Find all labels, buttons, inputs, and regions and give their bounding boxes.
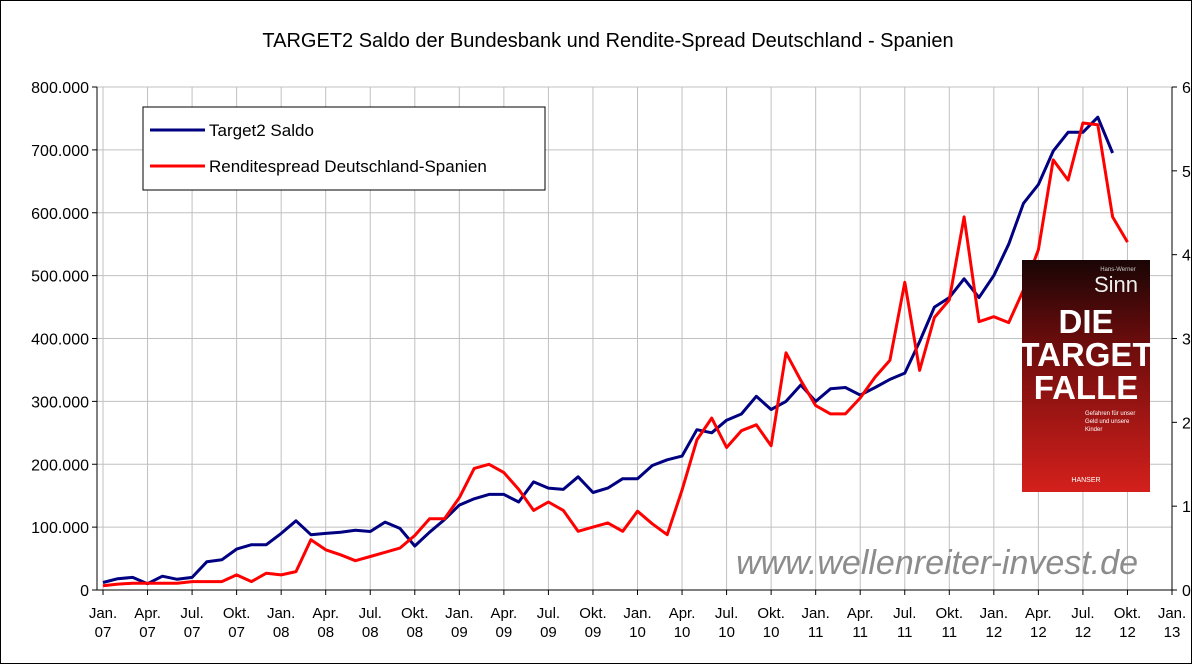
y-tick-label: 0 xyxy=(80,583,89,600)
x-tick-label: Okt. 12 xyxy=(1113,605,1142,641)
x-tick-label: Jul. 12 xyxy=(1071,605,1095,641)
x-tick-label: Jan. 13 xyxy=(1157,605,1187,641)
x-tick-label: Jul. 10 xyxy=(714,605,739,641)
x-tick-label: Apr. 09 xyxy=(490,605,518,641)
book-subtitle: Gefahren für unser Geld und unsere Kinde… xyxy=(1085,411,1136,433)
y2-tick-label: 4 xyxy=(1182,248,1191,265)
marks xyxy=(102,115,1129,588)
book-author: Sinn xyxy=(1094,272,1138,297)
chart-title: TARGET2 Saldo der Bundesbank und Rendite… xyxy=(262,30,953,52)
y-tick-label: 700.000 xyxy=(31,143,89,160)
book-publisher: HANSER xyxy=(1071,477,1100,484)
axes: 0 100.000 200.000 300.000 400.000 500.000 600.… xyxy=(31,80,1191,600)
series-line xyxy=(102,115,1114,586)
legend-entries: Target2 Saldo Renditespread Deutschland-S… xyxy=(150,121,487,176)
x-tick-label: Jul. 09 xyxy=(536,605,561,641)
book-subtitle-box: Gefahren für unser Geld und unsere Kinde… xyxy=(1085,411,1136,433)
x-tick-label: Apr. 07 xyxy=(134,605,161,641)
x-tick-label: Okt. 08 xyxy=(401,605,429,641)
x-tick-label: Jan. 10 xyxy=(623,605,652,641)
y2-tick-label: 2 xyxy=(1182,415,1191,432)
x-tick-label: Okt. 07 xyxy=(222,605,251,641)
x-tick-label: Jan. 08 xyxy=(266,605,296,641)
x-tick-label: Jan. 07 xyxy=(88,605,118,641)
y2-tick-label: 5 xyxy=(1182,164,1191,181)
book-title: TARGET xyxy=(1019,336,1152,373)
book-cover: Hans-Werner Sinn DIE TARGET FALLE Gefahr… xyxy=(1019,260,1153,492)
x-tick-label: Jul. 11 xyxy=(893,605,917,641)
y2-tick-label: 6 xyxy=(1182,80,1191,97)
watermark: www.wellenreiter-invest.de xyxy=(736,544,1138,582)
x-tick-label: Apr. 10 xyxy=(668,605,696,641)
x-tick-label: Okt. 10 xyxy=(757,605,785,641)
y-tick-label: 500.000 xyxy=(31,269,89,286)
x-tick-label: Okt. 11 xyxy=(935,605,964,641)
x-tick-label: Jan. 11 xyxy=(801,605,830,641)
x-tick-label: Apr. 11 xyxy=(846,605,874,641)
legend-label: Renditespread Deutschland-Spanien xyxy=(209,157,487,176)
y-tick-label: 300.000 xyxy=(31,394,89,411)
book-author-small: Hans-Werner xyxy=(1100,267,1136,273)
x-tick-label: Jul. 07 xyxy=(180,605,204,641)
legend xyxy=(142,106,546,191)
series-line xyxy=(102,121,1129,588)
x-tick-label: Okt. 09 xyxy=(579,605,607,641)
x-tick-label: Jul. 08 xyxy=(358,605,382,641)
x-tick-label: Apr. 12 xyxy=(1025,605,1052,641)
y-tick-label: 400.000 xyxy=(31,332,89,349)
legend-label: Target2 Saldo xyxy=(209,121,314,140)
book-title: FALLE xyxy=(1034,369,1139,406)
y-tick-label: 600.000 xyxy=(31,206,89,223)
x-tick-label: Jan. 09 xyxy=(445,605,474,641)
y-tick-label: 200.000 xyxy=(31,457,89,474)
y-tick-label: 800.000 xyxy=(31,80,89,97)
x-tick-label: Jan. 12 xyxy=(979,605,1008,641)
y-tick-label: 100.000 xyxy=(31,520,89,537)
y2-tick-label: 1 xyxy=(1182,499,1191,516)
x-tick-label: Apr. 08 xyxy=(312,605,340,641)
y2-tick-label: 3 xyxy=(1182,332,1191,349)
book-background xyxy=(1022,260,1150,492)
y2-tick-label: 0 xyxy=(1182,583,1191,600)
book-title: DIE xyxy=(1058,303,1113,340)
